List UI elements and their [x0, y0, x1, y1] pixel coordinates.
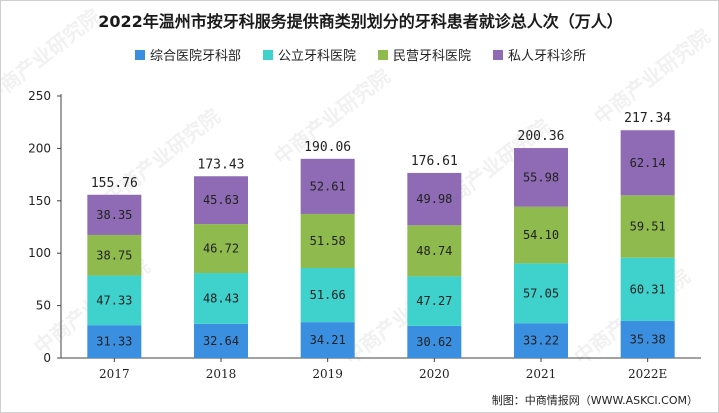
bar-segment [194, 224, 248, 274]
bar-segment [620, 257, 675, 321]
data-label: 45.63 [203, 193, 239, 207]
legend-label: 公立牙科医院 [277, 49, 356, 64]
bar-segment [300, 158, 355, 214]
x-tick-label: 2021 [526, 367, 557, 381]
y-tick-label: 200 [28, 141, 51, 155]
legend-label: 综合医院牙科部 [149, 49, 241, 64]
data-label: 48.74 [416, 244, 452, 258]
legend-label: 私人牙科诊所 [508, 49, 587, 64]
data-label: 54.10 [523, 228, 559, 242]
source-note: 制图：中商情报网（WWW.ASKCI.COM） [491, 394, 698, 407]
legend-label: 民营牙科医院 [393, 49, 472, 64]
bar-segment [194, 323, 248, 358]
data-label: 52.61 [310, 179, 346, 193]
data-label: 60.31 [630, 282, 666, 296]
x-tick-label: 2020 [419, 367, 450, 381]
data-label: 51.58 [310, 234, 346, 248]
data-label: 38.35 [96, 208, 132, 222]
bar-segment [514, 206, 568, 264]
bar-segment [300, 268, 355, 323]
y-tick-label: 50 [36, 299, 51, 313]
y-tick-label: 150 [28, 194, 51, 208]
bar-segment [407, 325, 462, 358]
bar-segment [300, 322, 355, 358]
x-tick-label: 2017 [99, 367, 130, 381]
y-tick-label: 250 [28, 89, 51, 103]
y-tick-label: 100 [28, 246, 51, 260]
legend-swatch [134, 49, 145, 60]
data-label: 34.21 [310, 333, 346, 347]
bar-segment [620, 320, 675, 358]
data-label: 49.98 [416, 192, 452, 206]
bar-segment [87, 275, 142, 326]
bar-segment [194, 176, 248, 225]
bar-segment [620, 130, 675, 196]
data-label: 62.14 [630, 156, 666, 170]
data-label: 30.62 [416, 335, 452, 349]
data-label: 48.43 [203, 291, 239, 305]
x-tick-label: 2018 [206, 367, 237, 381]
data-label: 46.72 [203, 242, 239, 256]
bar-segment [194, 273, 248, 324]
total-label: 176.61 [411, 154, 458, 169]
data-label: 47.27 [416, 294, 452, 308]
bar-segment [407, 276, 462, 326]
data-label: 59.51 [630, 220, 666, 234]
bar-segment [87, 234, 142, 276]
bar-segment [514, 148, 568, 207]
bar-segment [87, 325, 142, 358]
total-label: 217.34 [624, 111, 671, 126]
legend-item-public-dental-hospital: 公立牙科医院 [262, 45, 356, 64]
data-label: 55.98 [523, 170, 559, 184]
y-tick-label: 0 [43, 351, 51, 365]
legend-item-private-clinic: 私人牙科诊所 [493, 45, 586, 64]
legend-swatch [493, 49, 504, 60]
x-tick-label: 2019 [312, 367, 343, 381]
data-label: 51.66 [310, 288, 346, 302]
bar-segment [514, 263, 568, 324]
bar-segment [407, 172, 462, 226]
data-label: 31.33 [96, 335, 132, 349]
bar-segment [300, 213, 355, 269]
data-label: 47.33 [96, 293, 132, 307]
legend-swatch [262, 49, 273, 60]
total-label: 155.76 [91, 176, 138, 191]
data-label: 32.64 [203, 334, 239, 348]
chart-title: 2022年温州市按牙科服务提供商类别划分的牙科患者就诊总人次（万人） [98, 12, 623, 31]
data-label: 35.38 [630, 332, 666, 346]
x-tick-label: 2022E [628, 367, 667, 381]
chart-legend: 综合医院牙科部 公立牙科医院 民营牙科医院 私人牙科诊所 [1, 45, 718, 64]
legend-item-private-dental-hospital: 民营牙科医院 [378, 45, 471, 64]
bar-segment [620, 195, 675, 258]
bar-segment [514, 323, 568, 358]
legend-item-general-hospital: 综合医院牙科部 [134, 45, 241, 64]
data-label: 57.05 [523, 286, 559, 300]
data-label: 33.22 [523, 334, 559, 348]
total-label: 173.43 [198, 157, 245, 172]
bar-segment [407, 225, 462, 277]
total-label: 190.06 [304, 140, 351, 155]
data-label: 38.75 [96, 248, 132, 262]
total-label: 200.36 [518, 129, 565, 144]
legend-swatch [378, 49, 388, 60]
bar-segment [87, 194, 142, 235]
